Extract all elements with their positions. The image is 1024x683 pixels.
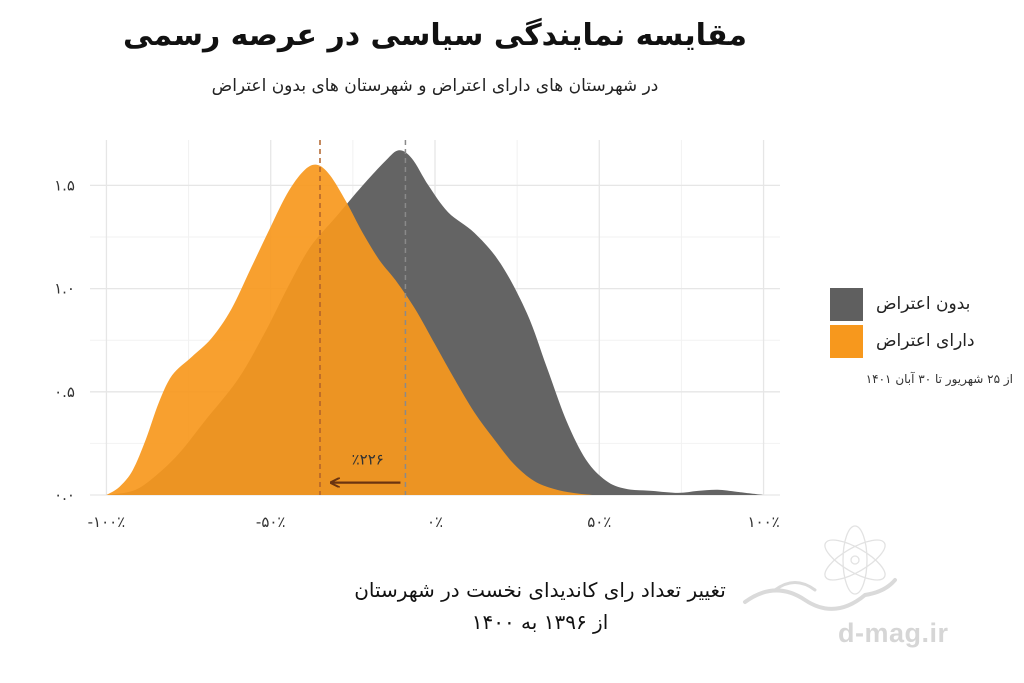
legend-item-no-protest: بدون اعتراض (830, 288, 1020, 321)
x-tick-label: -۵۰٪ (256, 513, 286, 531)
legend-swatch-protest (830, 325, 863, 358)
watermark: d-mag.ir (838, 618, 949, 648)
legend-swatch-no-protest (830, 288, 863, 321)
series-layer (106, 150, 764, 496)
x-tick-label: ۵۰٪ (587, 513, 611, 531)
annotation: ٪۲۲۶ (332, 451, 401, 483)
legend-date-range: از ۲۵ شهریور تا ۳۰ آبان ۱۴۰۱ (865, 372, 1013, 386)
legend-label-protest: دارای اعتراض (876, 331, 975, 351)
magazine-logo-icon (743, 525, 897, 611)
legend-label-no-protest: بدون اعتراض (876, 294, 971, 314)
shift-label: ٪۲۲۶ (352, 451, 384, 469)
x-axis-title-line1: تغییر تعداد رای کاندیدای نخست در شهرستان (354, 578, 726, 602)
density-protest (106, 164, 593, 496)
chart-subtitle: در شهرستان های دارای اعتراض و شهرستان ها… (211, 76, 659, 96)
x-tick-label: ۰٪ (427, 513, 443, 531)
x-tick-label: ۱۰۰٪ (747, 513, 779, 531)
y-tick-label: ۱.۰ (54, 280, 75, 298)
x-axis-title-line2: از ۱۳۹۶ به ۱۴۰۰ (471, 610, 609, 634)
chart-title: مقایسه نمایندگی سیاسی در عرصه رسمی (122, 18, 748, 53)
x-tick-label: -۱۰۰٪ (88, 513, 126, 531)
legend-item-protest: دارای اعتراض (830, 325, 1020, 358)
y-tick-label: ۰.۰ (54, 486, 75, 504)
y-tick-label: ۰.۵ (54, 383, 75, 401)
axis-ticks: -۱۰۰٪ -۵۰٪ ۰٪ ۵۰٪ ۱۰۰٪ ۰.۰ ۰.۵ ۱.۰ ۱.۵ (54, 176, 780, 531)
y-tick-label: ۱.۵ (54, 176, 75, 194)
x-axis-title: تغییر تعداد رای کاندیدای نخست در شهرستان… (300, 574, 780, 638)
